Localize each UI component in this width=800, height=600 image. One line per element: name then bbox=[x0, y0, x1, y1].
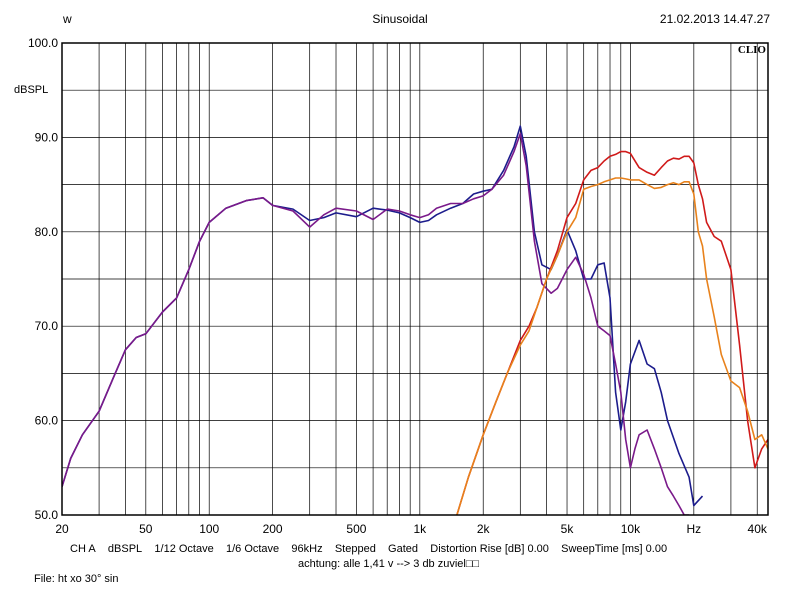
y-tick-labels: 100.0 90.0 80.0 70.0 60.0 50.0 bbox=[28, 36, 58, 522]
x-tick-label: 1k bbox=[413, 522, 427, 536]
header-datetime: 21.02.2013 14.47.27 bbox=[659, 12, 770, 26]
y-tick-label: 80.0 bbox=[35, 225, 59, 239]
units-label: dBSPL bbox=[107, 543, 143, 555]
series-layer bbox=[62, 125, 768, 515]
x-tick-label: 2k bbox=[477, 522, 491, 536]
x-tick-label: 100 bbox=[199, 522, 219, 536]
file-name: File: ht xo 30° sin bbox=[34, 573, 119, 585]
x-tick-label: 20 bbox=[55, 522, 69, 536]
x-tick-labels: 20 50 100 200 500 1k 2k 5k 10k Hz 40k bbox=[55, 522, 768, 536]
measurement-settings: CH A dBSPL 1/12 Octave 1/6 Octave 96kHz … bbox=[70, 543, 667, 555]
series-line-4 bbox=[456, 177, 768, 515]
x-tick-label: 10k bbox=[621, 522, 641, 536]
plot-frame bbox=[61, 42, 769, 516]
chart-title: Sinusoidal bbox=[372, 12, 428, 26]
gating-label: Gated bbox=[388, 543, 419, 555]
y-axis-label: dBSPL bbox=[14, 84, 48, 96]
header-left-label: w bbox=[63, 12, 72, 26]
sample-rate-label: 96kHz bbox=[291, 543, 323, 555]
x-tick-label: 40k bbox=[748, 522, 768, 536]
clio-logo: CLIO bbox=[738, 44, 767, 56]
smoothing-label-1: 1/12 Octave bbox=[154, 543, 214, 555]
y-tick-label: 90.0 bbox=[35, 130, 59, 144]
distortion-label: Distortion Rise [dB] 0.00 bbox=[430, 543, 549, 555]
smoothing-label-2: 1/6 Octave bbox=[225, 543, 280, 555]
mode-label: Stepped bbox=[334, 543, 376, 555]
x-tick-label: 50 bbox=[139, 522, 153, 536]
y-tick-label: 70.0 bbox=[35, 319, 59, 333]
x-tick-label: 5k bbox=[561, 522, 575, 536]
y-tick-label: 100.0 bbox=[28, 36, 58, 50]
x-tick-label: Hz bbox=[686, 522, 701, 536]
x-tick-label: 200 bbox=[263, 522, 283, 536]
x-tick-label: 500 bbox=[346, 522, 366, 536]
y-tick-label: 50.0 bbox=[35, 508, 59, 522]
measurement-note: achtung: alle 1,41 v --> 3 db zuviel□□ bbox=[298, 558, 480, 570]
sweep-label: SweepTime [ms] 0.00 bbox=[561, 543, 668, 555]
y-tick-label: 60.0 bbox=[35, 414, 59, 428]
series-line-2 bbox=[62, 132, 690, 515]
channel-label: CH A bbox=[70, 543, 96, 555]
horizontal-grid bbox=[62, 89, 768, 469]
